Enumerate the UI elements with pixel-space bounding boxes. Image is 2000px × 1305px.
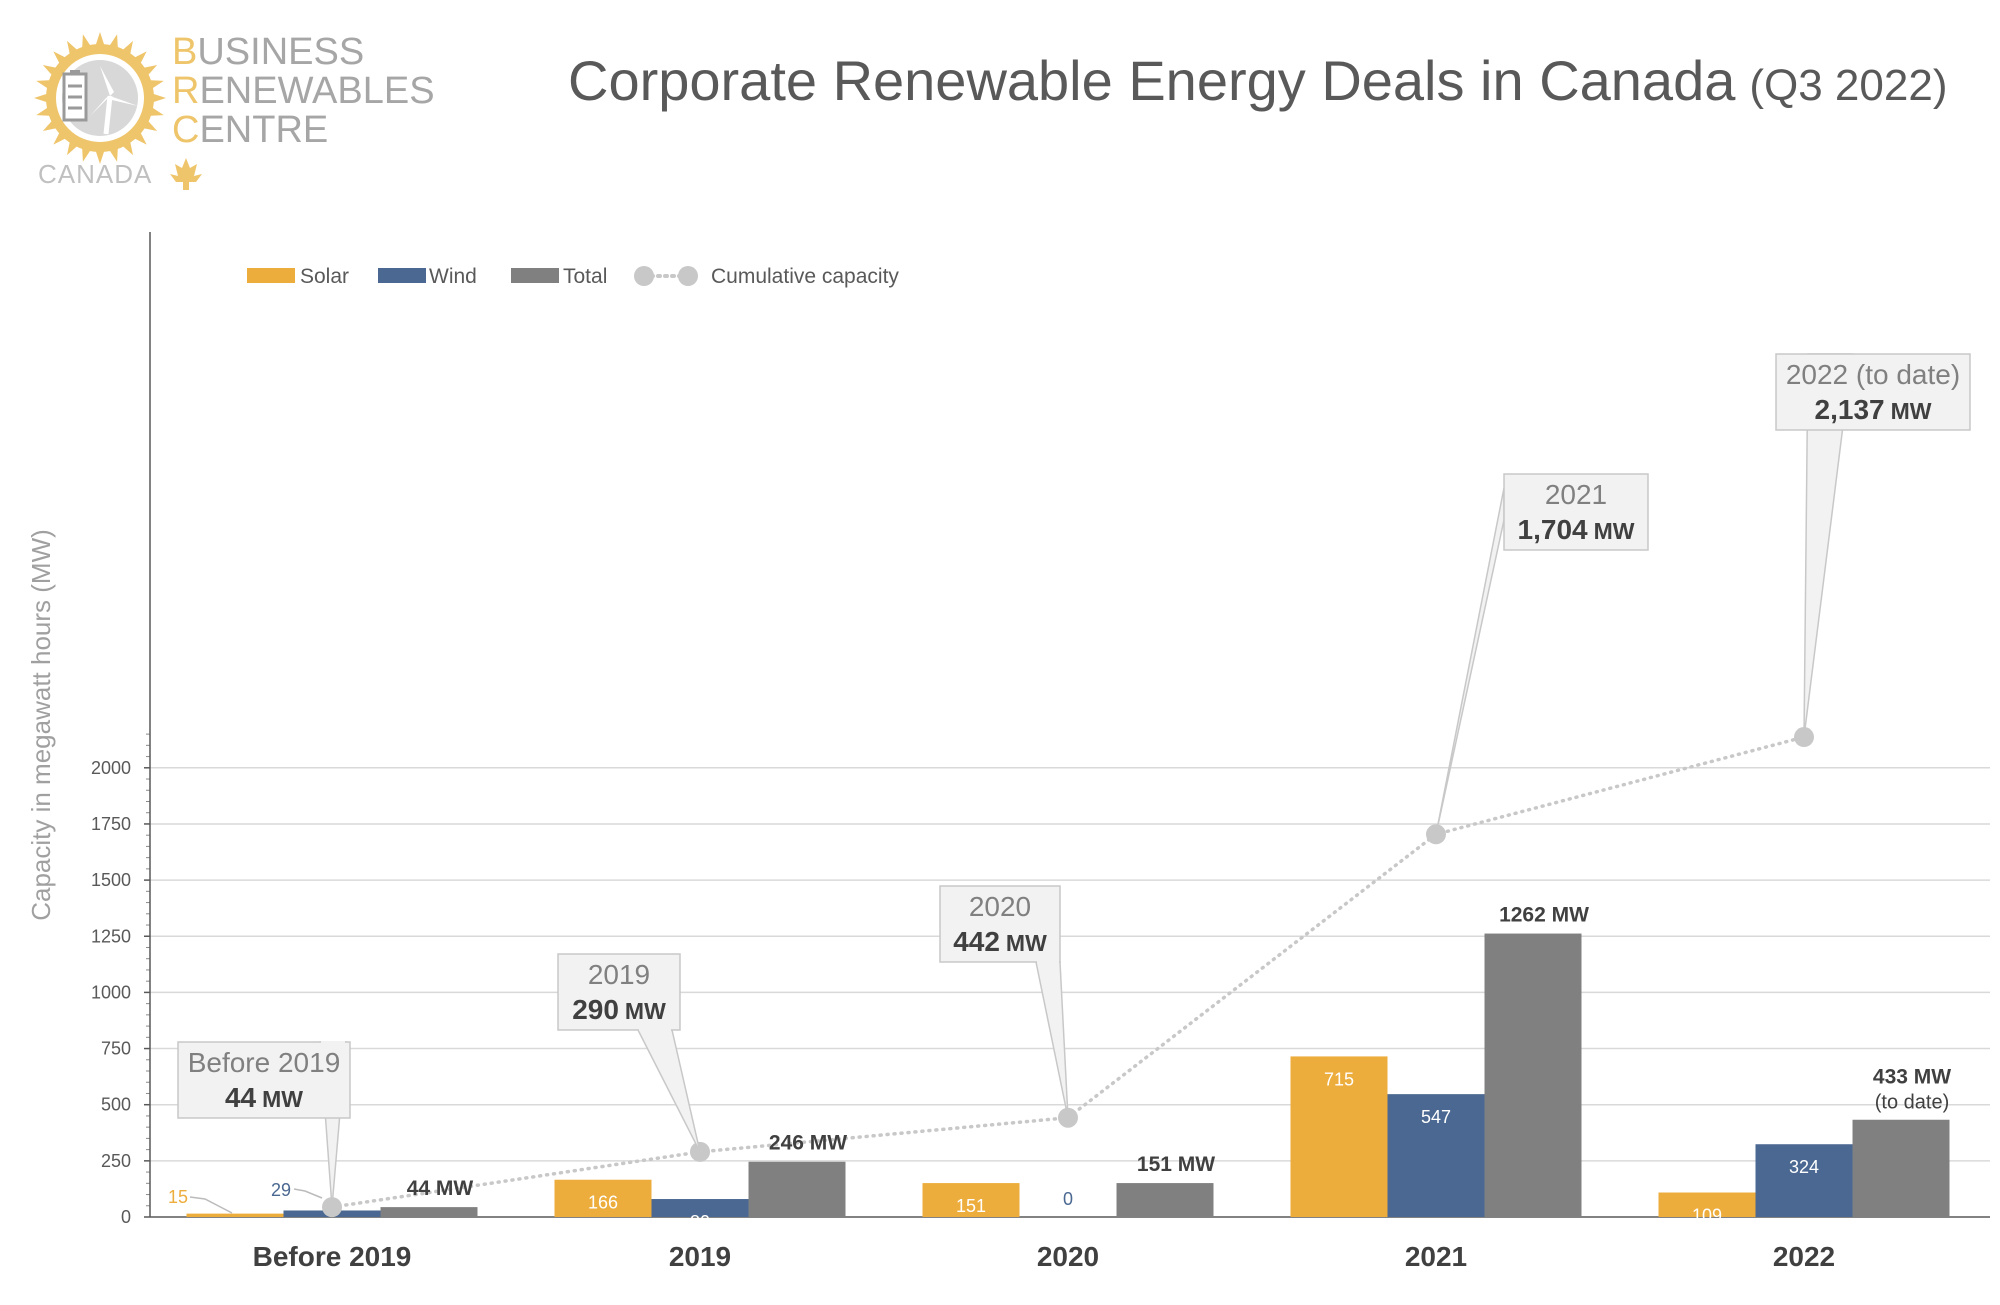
y-tick-label-1000: 1000 <box>91 982 131 1002</box>
data-label-wind-before-2019: 29 <box>271 1180 291 1200</box>
data-label-solar-2019: 166 <box>588 1193 618 1213</box>
data-label-solar-2022: 109 <box>1692 1206 1722 1226</box>
data-label-wind-2019: 80 <box>690 1212 710 1232</box>
chart-title: Corporate Renewable Energy Deals in Cana… <box>568 49 1947 112</box>
gridlines <box>150 768 1990 1161</box>
y-tick-label-1500: 1500 <box>91 870 131 890</box>
legend-swatch-cumulative-dot-left <box>634 266 654 286</box>
chart-canvas: BUSINESS RENEWABLES CENTRE CANADA Corpor… <box>0 0 2000 1305</box>
bar-total-2022 <box>1853 1120 1950 1217</box>
data-label-total-before-2019: 44 MW <box>407 1177 474 1200</box>
callout-2021: 2021 1,704 MW <box>1436 474 1648 834</box>
callout-before-2019: Before 2019 44 MW <box>178 1042 350 1207</box>
leader-line-solar-before-2019 <box>190 1197 232 1213</box>
y-tick-label-750: 750 <box>101 1039 131 1059</box>
legend-swatch-cumulative-dot-right <box>678 266 698 286</box>
callout-value: 2,137 MW <box>1815 394 1932 425</box>
y-tick-label-0: 0 <box>121 1207 131 1227</box>
callout-2022: 2022 (to date) 2,137 MW <box>1776 354 1970 737</box>
x-tick-label-2021: 2021 <box>1405 1241 1467 1272</box>
cumulative-line <box>322 727 1814 1217</box>
sun-icon <box>34 32 166 164</box>
y-tick-label-2000: 2000 <box>91 758 131 778</box>
data-label-total-2021: 1262 MW <box>1499 904 1589 927</box>
y-axis: 0 250 500 750 1000 1250 1500 1750 2000 <box>91 232 1990 1227</box>
data-label-total-note-2022: (to date) <box>1875 1092 1949 1114</box>
data-label-total-2020: 151 MW <box>1137 1153 1215 1176</box>
data-label-solar-2021: 715 <box>1324 1069 1354 1089</box>
callout-title: 2021 <box>1545 479 1607 510</box>
x-tick-label-2019: 2019 <box>669 1241 731 1272</box>
data-label-wind-2022: 324 <box>1789 1157 1819 1177</box>
logo-line-centre: CENTRE <box>172 109 328 151</box>
legend-label-cumulative: Cumulative capacity <box>711 265 899 288</box>
maple-leaf-icon <box>170 158 202 190</box>
data-label-wind-2020: 0 <box>1063 1189 1073 1209</box>
callout-pointer <box>1036 962 1068 1118</box>
legend-label-total: Total <box>563 265 607 288</box>
battery-icon <box>64 70 86 120</box>
legend-swatch-solar <box>247 268 295 283</box>
bars <box>187 934 1950 1217</box>
legend: Solar Wind Total Cumulative capacity <box>247 265 899 288</box>
data-label-total-2022: 433 MW <box>1873 1066 1951 1089</box>
data-label-solar-before-2019: 15 <box>168 1187 188 1207</box>
x-tick-label-2020: 2020 <box>1037 1241 1099 1272</box>
data-label-solar-2020: 151 <box>956 1196 986 1216</box>
callout-value: 1,704 MW <box>1518 514 1635 545</box>
cumulative-series-line <box>332 737 1804 1207</box>
legend-label-solar: Solar <box>300 265 349 288</box>
data-label-wind-2021: 547 <box>1421 1107 1451 1127</box>
legend-swatch-total <box>511 268 559 283</box>
y-tick-label-1250: 1250 <box>91 926 131 946</box>
callout-value: 44 MW <box>225 1082 303 1113</box>
y-tick-label-500: 500 <box>101 1095 131 1115</box>
callout-title: 2022 (to date) <box>1786 359 1960 390</box>
bar-total-2021 <box>1485 934 1582 1217</box>
callout-title: 2020 <box>969 891 1031 922</box>
logo-country: CANADA <box>38 159 152 189</box>
x-tick-label-before-2019: Before 2019 <box>253 1241 412 1272</box>
bar-wind-2022 <box>1756 1144 1853 1217</box>
logo-line-renewables: RENEWABLES <box>172 70 435 112</box>
bar-solar-before-2019 <box>187 1214 284 1217</box>
bar-total-2019 <box>749 1162 846 1217</box>
labels: Before 2019 15 29 44 MW 2019 166 80 246 MW 2020 1… <box>168 354 1970 1272</box>
x-tick-label-2022: 2022 <box>1773 1241 1835 1272</box>
callout-title: 2019 <box>588 959 650 990</box>
bar-total-2020 <box>1117 1183 1214 1217</box>
logo-line-business: BUSINESS <box>172 31 364 73</box>
y-tick-label-1750: 1750 <box>91 814 131 834</box>
legend-swatch-wind <box>378 268 426 283</box>
leader-line-wind-before-2019 <box>294 1189 322 1198</box>
data-label-total-2019: 246 MW <box>769 1132 847 1155</box>
y-tick-label-250: 250 <box>101 1151 131 1171</box>
y-axis-label: Capacity in megawatt hours (MW) <box>26 529 56 921</box>
bar-total-before-2019 <box>381 1207 478 1217</box>
callout-pointer <box>1436 488 1504 834</box>
brc-logo: BUSINESS RENEWABLES CENTRE CANADA <box>34 31 435 190</box>
callout-title: Before 2019 <box>188 1047 341 1078</box>
legend-label-wind: Wind <box>429 265 477 288</box>
